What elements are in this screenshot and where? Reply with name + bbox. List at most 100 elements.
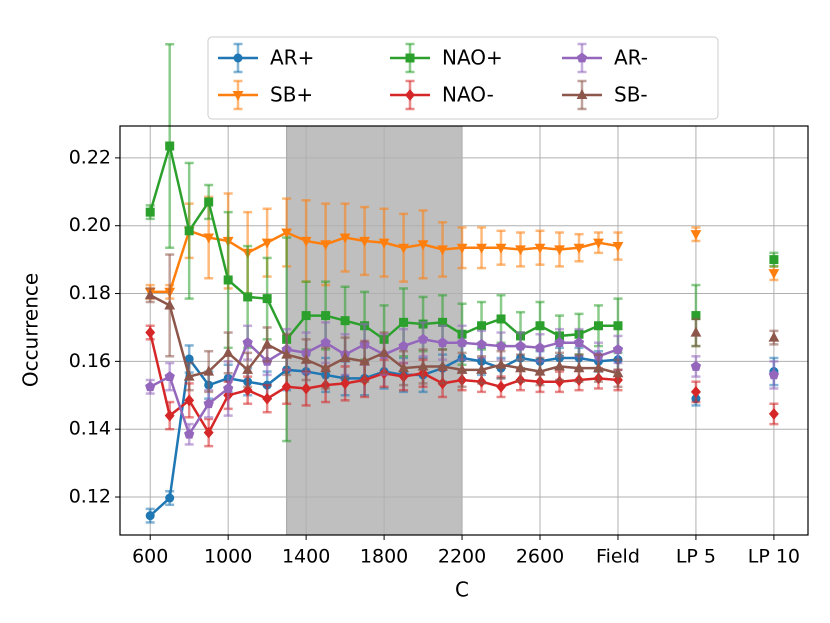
legend-label: NAO-: [442, 83, 494, 107]
x-tick-label: 2200: [438, 546, 486, 568]
marker: [476, 363, 487, 374]
marker: [515, 362, 526, 373]
marker: [612, 242, 624, 252]
marker: [262, 392, 273, 405]
legend-marker: [405, 89, 415, 101]
legend-item: AR+: [218, 42, 314, 74]
marker: [515, 340, 526, 351]
marker: [593, 238, 604, 249]
legend-item: AR-: [562, 42, 648, 74]
marker: [477, 321, 487, 331]
marker: [534, 365, 546, 376]
shaded-span: [286, 125, 463, 536]
y-axis-label: Occurrence: [19, 273, 43, 387]
marker: [359, 236, 371, 247]
y-tick-label: 0.22: [69, 146, 111, 168]
marker: [261, 238, 273, 249]
marker: [184, 428, 195, 439]
marker: [613, 321, 623, 331]
marker: [535, 321, 545, 331]
marker: [768, 408, 779, 420]
marker: [223, 275, 233, 285]
marker: [203, 233, 215, 244]
y-tick-label: 0.12: [69, 486, 111, 508]
legend-marker: [405, 53, 415, 63]
marker: [222, 347, 234, 357]
legend-label: SB+: [270, 83, 313, 107]
marker: [184, 226, 194, 236]
marker: [145, 381, 156, 392]
x-tick-label: 1800: [360, 546, 408, 568]
legend-label: AR-: [614, 46, 648, 70]
marker: [165, 141, 175, 151]
marker: [300, 236, 312, 247]
marker: [398, 362, 409, 373]
legend-label: AR+: [270, 46, 314, 70]
legend-label: NAO+: [442, 46, 503, 70]
marker: [164, 409, 175, 422]
marker: [340, 316, 350, 326]
marker: [495, 243, 507, 254]
marker: [769, 255, 779, 265]
marker: [593, 321, 603, 331]
marker: [690, 386, 701, 398]
marker: [164, 371, 175, 381]
y-tick-label: 0.18: [69, 282, 111, 304]
marker: [281, 348, 293, 359]
legend-item: NAO-: [390, 79, 494, 111]
marker: [573, 243, 585, 254]
marker: [359, 355, 371, 366]
y-tick-label: 0.16: [69, 350, 111, 372]
series: [144, 253, 780, 394]
marker: [203, 398, 214, 409]
marker: [183, 370, 195, 381]
legend-item: NAO+: [390, 42, 503, 74]
marker: [223, 383, 234, 393]
marker: [515, 245, 526, 256]
x-tick-label: LP 10: [748, 546, 800, 568]
marker: [378, 238, 390, 249]
marker: [495, 358, 507, 369]
marker: [281, 380, 292, 393]
x-axis-label: C: [455, 578, 469, 602]
marker: [242, 337, 253, 348]
marker: [398, 243, 409, 254]
y-tick-label: 0.14: [69, 418, 111, 440]
marker: [320, 362, 332, 373]
marker: [476, 339, 487, 349]
marker: [612, 367, 624, 378]
marker: [145, 207, 155, 217]
marker: [456, 363, 468, 374]
marker: [554, 360, 565, 371]
marker: [281, 228, 293, 239]
marker: [496, 314, 506, 324]
marker: [243, 292, 253, 302]
marker: [417, 333, 429, 344]
marker: [321, 311, 331, 321]
marker: [340, 377, 351, 390]
legend-marker: [232, 90, 244, 101]
marker: [399, 317, 409, 327]
marker: [203, 365, 215, 376]
marker: [417, 240, 429, 251]
legend-item: SB+: [218, 79, 313, 111]
marker: [437, 337, 448, 348]
plot-frame: [119, 125, 809, 536]
marker: [204, 197, 214, 207]
marker: [165, 493, 175, 503]
marker: [300, 353, 312, 364]
marker: [320, 240, 332, 251]
x-tick-label: Field: [596, 546, 640, 568]
legend-marker: [576, 89, 588, 100]
marker: [573, 362, 585, 373]
marker: [573, 337, 585, 348]
marker: [554, 245, 565, 256]
marker: [554, 337, 565, 348]
marker: [612, 344, 624, 354]
marker: [261, 338, 273, 349]
marker: [184, 394, 195, 407]
marker: [417, 360, 429, 371]
marker: [378, 347, 390, 357]
y-tick-label: 0.20: [69, 214, 111, 236]
